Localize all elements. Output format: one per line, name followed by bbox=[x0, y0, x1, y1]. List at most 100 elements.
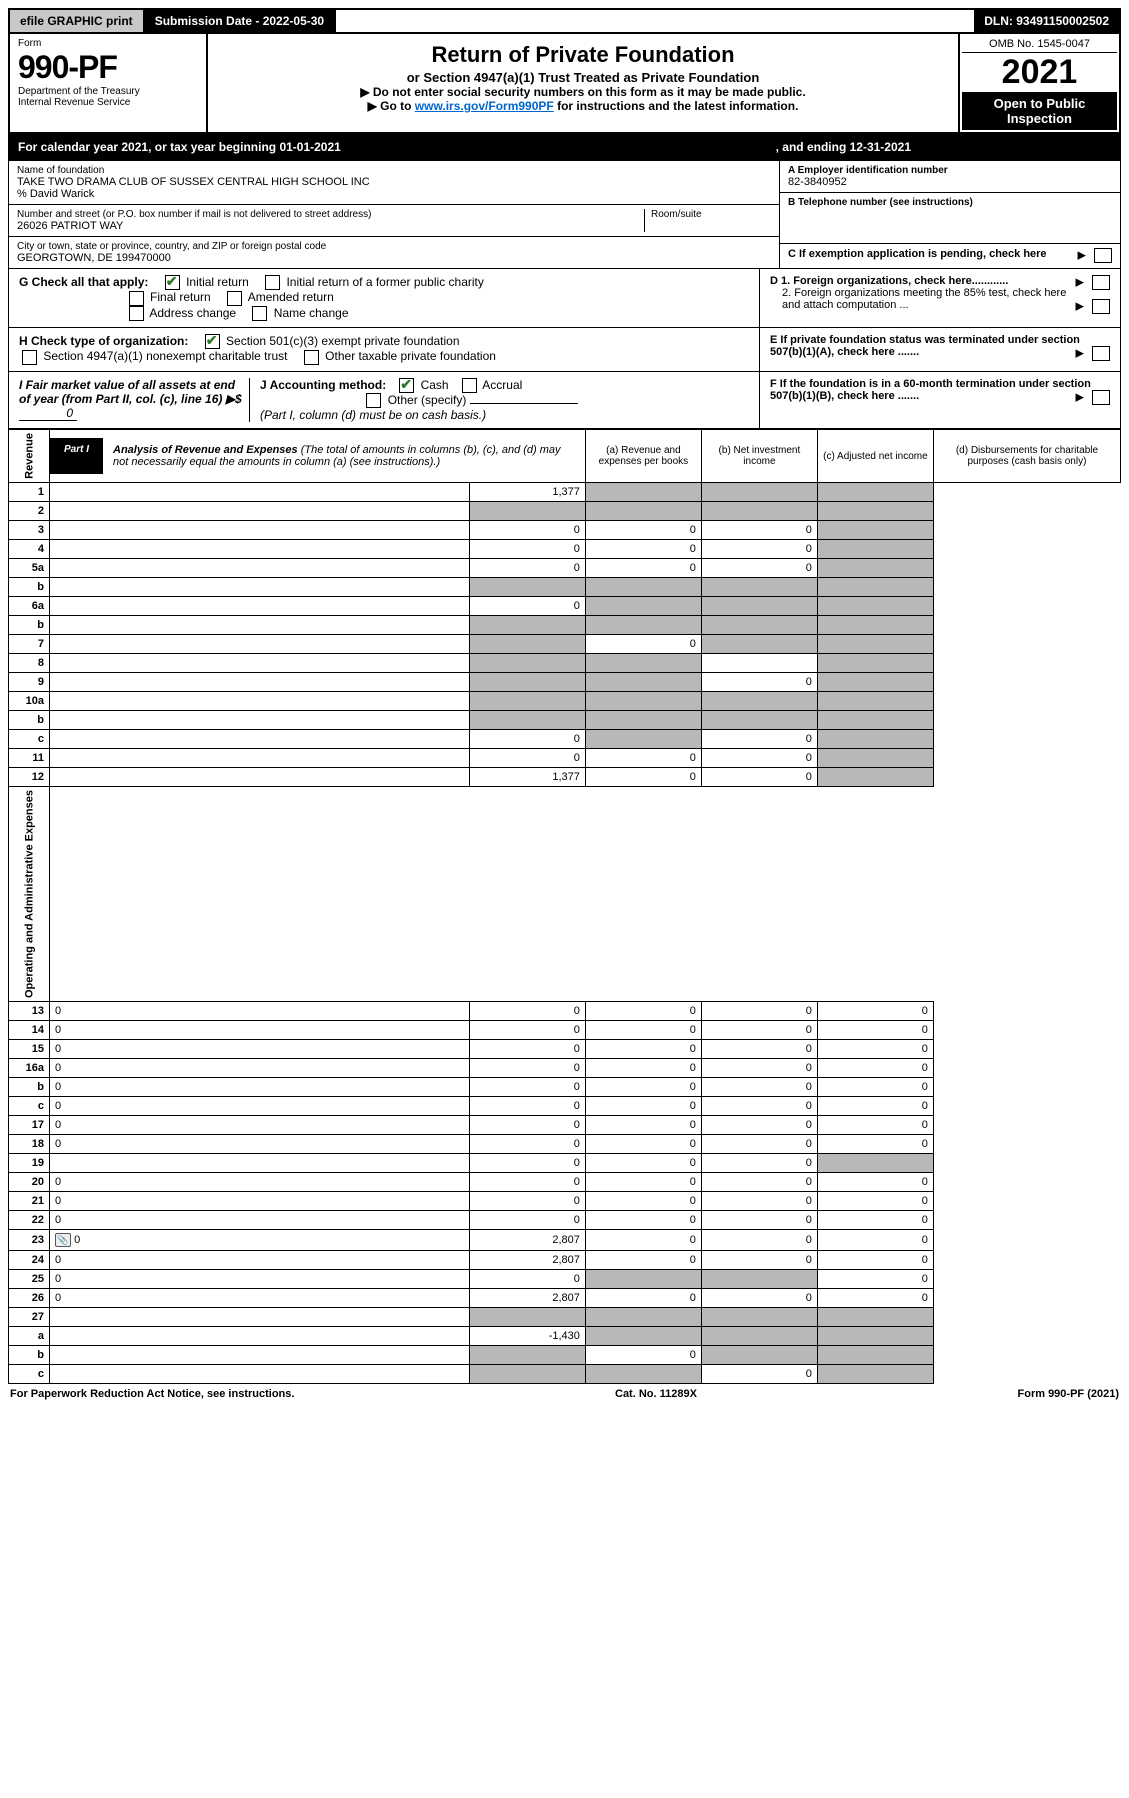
d2-checkbox[interactable] bbox=[1092, 299, 1110, 314]
row-description bbox=[50, 616, 470, 635]
part1-title: Analysis of Revenue and Expenses (The to… bbox=[103, 438, 585, 474]
header-right: OMB No. 1545-0047 2021 Open to Public In… bbox=[960, 34, 1119, 132]
initial-return-checkbox[interactable] bbox=[165, 275, 180, 290]
row-description: 0 bbox=[50, 1289, 470, 1308]
foundation-name: TAKE TWO DRAMA CLUB OF SUSSEX CENTRAL HI… bbox=[17, 176, 771, 188]
col-c-value: 0 bbox=[701, 559, 817, 578]
ein-label: A Employer identification number bbox=[788, 165, 1112, 176]
d1-checkbox[interactable] bbox=[1092, 275, 1110, 290]
col-c-value bbox=[701, 711, 817, 730]
g-opt-0: Initial return bbox=[186, 275, 249, 289]
table-row: 23📎 02,807000 bbox=[9, 1230, 1121, 1251]
col-d-value: 0 bbox=[817, 1135, 933, 1154]
h-opt-0: Section 501(c)(3) exempt private foundat… bbox=[226, 334, 459, 348]
row-description: 0 bbox=[50, 1173, 470, 1192]
g-opt-1: Initial return of a former public charit… bbox=[286, 275, 483, 289]
col-c-value bbox=[701, 616, 817, 635]
col-b-value bbox=[585, 578, 701, 597]
row-number: b bbox=[9, 1078, 50, 1097]
e-label: E If private foundation status was termi… bbox=[770, 334, 1080, 358]
name-label: Name of foundation bbox=[17, 165, 771, 176]
g-opt-2: Final return bbox=[150, 290, 211, 304]
efile-print-button[interactable]: efile GRAPHIC print bbox=[10, 10, 145, 32]
col-c-value: 0 bbox=[701, 1289, 817, 1308]
table-row: 1500000 bbox=[9, 1040, 1121, 1059]
col-c-value: 0 bbox=[701, 1040, 817, 1059]
col-d-value: 0 bbox=[817, 1289, 933, 1308]
col-d-value bbox=[817, 749, 933, 768]
f-label: F If the foundation is in a 60-month ter… bbox=[770, 378, 1091, 402]
col-a-value bbox=[469, 578, 585, 597]
col-c-value: 0 bbox=[701, 1154, 817, 1173]
col-b-value: 0 bbox=[585, 1059, 701, 1078]
col-b-value: 0 bbox=[585, 768, 701, 787]
table-row: 4000 bbox=[9, 540, 1121, 559]
org-info-block: Name of foundation TAKE TWO DRAMA CLUB O… bbox=[8, 160, 1121, 269]
col-c-value bbox=[701, 1308, 817, 1327]
name-change-checkbox[interactable] bbox=[252, 306, 267, 321]
d2-label: 2. Foreign organizations meeting the 85%… bbox=[782, 287, 1066, 311]
h-section: H Check type of organization: Section 50… bbox=[9, 328, 760, 371]
col-d-value bbox=[817, 768, 933, 787]
attachment-icon[interactable]: 📎 bbox=[55, 1233, 71, 1247]
table-row: 1800000 bbox=[9, 1135, 1121, 1154]
col-a-value bbox=[469, 673, 585, 692]
initial-former-checkbox[interactable] bbox=[265, 275, 280, 290]
col-a-value: 0 bbox=[469, 1135, 585, 1154]
cal-end: , and ending 12-31-2021 bbox=[776, 140, 911, 154]
accrual-checkbox[interactable] bbox=[462, 378, 477, 393]
g-opt-4: Address change bbox=[149, 306, 236, 320]
col-d-value bbox=[817, 1154, 933, 1173]
other-taxable-checkbox[interactable] bbox=[304, 350, 319, 365]
row-description bbox=[50, 711, 470, 730]
d1-label: D 1. Foreign organizations, check here..… bbox=[770, 275, 1008, 287]
c-checkbox[interactable] bbox=[1094, 248, 1112, 263]
row-number: b bbox=[9, 578, 50, 597]
4947-checkbox[interactable] bbox=[22, 350, 37, 365]
col-c-value: 0 bbox=[701, 749, 817, 768]
ssn-note: ▶ Do not enter social security numbers o… bbox=[214, 85, 952, 99]
f-checkbox[interactable] bbox=[1092, 390, 1110, 405]
col-b-value: 0 bbox=[585, 1116, 701, 1135]
amended-return-checkbox[interactable] bbox=[227, 291, 242, 306]
col-c-value bbox=[701, 597, 817, 616]
table-row: 2100000 bbox=[9, 1192, 1121, 1211]
row-description bbox=[50, 1327, 470, 1346]
row-description bbox=[50, 578, 470, 597]
row-number: 19 bbox=[9, 1154, 50, 1173]
form-link[interactable]: www.irs.gov/Form990PF bbox=[415, 99, 554, 113]
row-description bbox=[50, 502, 470, 521]
row-description bbox=[50, 1346, 470, 1365]
f-section: F If the foundation is in a 60-month ter… bbox=[760, 372, 1120, 429]
address-change-checkbox[interactable] bbox=[129, 306, 144, 321]
goto-suffix: for instructions and the latest informat… bbox=[554, 99, 799, 113]
top-bar: efile GRAPHIC print Submission Date - 20… bbox=[8, 8, 1121, 34]
table-row: 11000 bbox=[9, 749, 1121, 768]
row-number: 9 bbox=[9, 673, 50, 692]
table-row: 2200000 bbox=[9, 1211, 1121, 1230]
col-d-value: 0 bbox=[817, 1116, 933, 1135]
col-d-value: 0 bbox=[817, 1173, 933, 1192]
row-description bbox=[50, 1365, 470, 1384]
j-label: J Accounting method: bbox=[260, 378, 386, 392]
col-c-value: 0 bbox=[701, 1002, 817, 1021]
col-a-header: (a) Revenue and expenses per books bbox=[585, 430, 701, 483]
501c3-checkbox[interactable] bbox=[205, 334, 220, 349]
j-other: Other (specify) bbox=[388, 393, 467, 407]
row-number: 13 bbox=[9, 1002, 50, 1021]
col-a-value: 0 bbox=[469, 1021, 585, 1040]
table-row: 1400000 bbox=[9, 1021, 1121, 1040]
e-checkbox[interactable] bbox=[1092, 346, 1110, 361]
col-c-value: 0 bbox=[701, 1097, 817, 1116]
other-method-checkbox[interactable] bbox=[366, 393, 381, 408]
ein-cell: A Employer identification number 82-3840… bbox=[780, 161, 1120, 193]
table-row: 2 bbox=[9, 502, 1121, 521]
final-return-checkbox[interactable] bbox=[129, 291, 144, 306]
col-d-value bbox=[817, 692, 933, 711]
footer-mid: Cat. No. 11289X bbox=[615, 1388, 697, 1400]
col-d-value bbox=[817, 616, 933, 635]
cash-checkbox[interactable] bbox=[399, 378, 414, 393]
col-c-value: 0 bbox=[701, 1078, 817, 1097]
col-c-value: 0 bbox=[701, 1365, 817, 1384]
col-b-value: 0 bbox=[585, 1230, 701, 1251]
